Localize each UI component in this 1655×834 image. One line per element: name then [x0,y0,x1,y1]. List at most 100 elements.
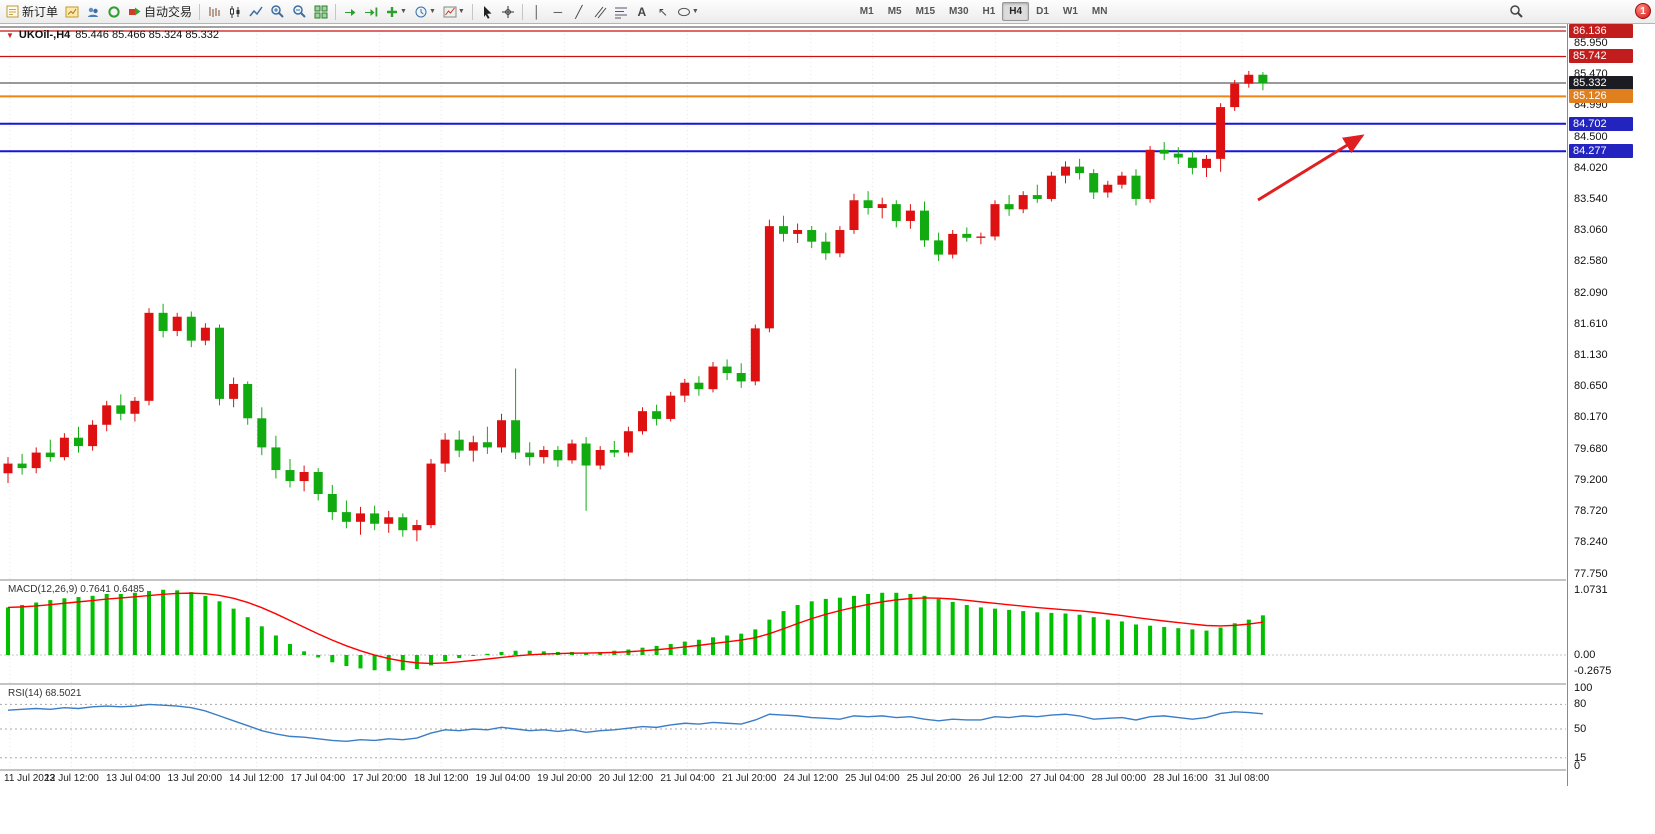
candle-body [398,517,408,531]
candle-body [1032,195,1042,199]
line-chart-type-icon[interactable] [246,2,266,22]
candle-body [45,452,55,458]
candle-body [990,204,1000,237]
crosshair-icon[interactable] [498,2,518,22]
macd-bar [1091,617,1096,655]
date-label: 11 Jul 2023 [4,773,55,784]
macd-bar [993,608,997,655]
price-tick: 83.540 [1574,192,1608,205]
timeframe-group: M1 M5 M15 M30 H1 H4 D1 W1 MN [853,2,1115,21]
candle-body [1061,166,1070,176]
macd-bar [259,626,264,655]
auto-trading-label: 自动交易 [144,5,193,19]
candle-body [384,517,394,524]
horizontal-line-tool-icon[interactable]: ─ [553,4,563,19]
candle-body [412,525,422,531]
trendline-tool-icon[interactable]: ╱ [575,4,583,19]
candlestick-type-icon[interactable] [225,2,245,22]
chart-menu-icon[interactable]: ▼ [6,30,14,40]
price-tick: 80.170 [1574,411,1608,423]
timeframe-d1[interactable]: D1 [1036,6,1049,17]
timeframe-m30[interactable]: M30 [949,6,969,17]
fibonacci-tool-icon[interactable] [611,2,631,22]
macd-bar [62,598,67,655]
macd-bar [288,644,292,655]
candle-body [1244,74,1254,84]
cursor-icon[interactable] [477,2,497,22]
candle-body [722,366,732,374]
rsi-scale-tick: 0 [1574,760,1581,772]
shapes-tool-icon[interactable]: ▼ [674,2,702,22]
templates-icon[interactable]: ▼ [440,2,468,22]
symbol-period: UKOil-,H4 [18,29,71,41]
auto-trading-button[interactable]: 自动交易 [125,2,195,22]
candle-body [1145,149,1155,199]
candle-body [144,312,154,401]
bar-chart-type-icon[interactable] [204,2,224,22]
profiles-icon[interactable] [83,2,103,22]
timeframe-h4[interactable]: H4 [1002,2,1030,21]
periods-icon[interactable]: ▼ [411,2,439,22]
market-watch-icon[interactable] [104,2,124,22]
price-axis[interactable]: 85.950 85.470 84.990 84.500 84.020 83.540 83.0… [1567,24,1655,786]
candle-body [1103,184,1113,193]
candle-body [849,200,859,231]
timeframe-w1[interactable]: W1 [1062,6,1078,17]
candle-body [581,443,591,466]
timeframe-mn[interactable]: MN [1091,6,1108,17]
candle-body [1046,175,1056,199]
candle-body [779,226,788,234]
separator [471,3,473,20]
timeframe-m5[interactable]: M5 [887,6,902,17]
new-order-button[interactable]: 新订单 [3,2,61,22]
candle-body [962,233,972,238]
charts-window-icon[interactable] [62,2,82,22]
candle-body [666,395,676,419]
macd-bar [696,639,701,655]
candle-body [468,442,478,451]
candle-body [285,470,295,482]
zoom-out-icon[interactable] [289,2,310,22]
macd-bar [302,651,307,655]
chart-header: ▼ UKOil-,H4 85.446 85.466 85.324 85.332 [6,29,219,41]
timeframe-m1[interactable]: M1 [859,6,874,17]
candle-body [905,210,915,221]
macd-bar [203,595,208,655]
candle-body [497,420,506,448]
candle-body [271,447,281,471]
macd-bar [1021,611,1026,655]
macd-bar [1063,613,1068,655]
macd-bar [1260,615,1265,655]
notification-badge[interactable]: 1 [1635,3,1651,19]
candle-body [1173,153,1183,158]
price-tick: 79.680 [1574,442,1608,455]
date-label: 25 Jul 04:00 [845,773,900,784]
candle-body [539,449,549,458]
timeframe-m15[interactable]: M15 [915,6,936,17]
macd-bar [161,589,166,655]
search-icon[interactable] [1506,2,1527,22]
annotation-arrow[interactable] [1257,134,1365,202]
tile-windows-icon[interactable] [311,2,331,22]
zoom-in-icon[interactable] [267,2,288,22]
vertical-line-tool-icon[interactable]: │ [533,4,541,19]
candle-body [356,513,365,522]
price-tick: 81.130 [1574,348,1608,361]
candle-body [553,449,563,461]
channel-tool-icon[interactable] [590,2,610,22]
candle-body [1216,107,1226,159]
candle-body [920,210,929,241]
arrows-tool-icon[interactable]: ↖ [657,4,668,19]
text-tool-icon[interactable]: A [637,4,647,19]
chart-shift-icon[interactable] [361,2,381,22]
macd-bar [457,655,462,659]
timeframe-h1[interactable]: H1 [982,6,996,17]
candle-body [1202,158,1211,168]
auto-scroll-icon[interactable] [340,2,360,22]
new-order-label: 新订单 [22,5,59,19]
chart-area[interactable]: 11 Jul 2023 12 Jul 12:00 13 Jul 04:00 13 Ju… [0,24,1655,794]
indicators-add-icon[interactable]: ▼ [382,2,410,22]
macd-bar [386,655,391,671]
candle-body [243,384,253,419]
